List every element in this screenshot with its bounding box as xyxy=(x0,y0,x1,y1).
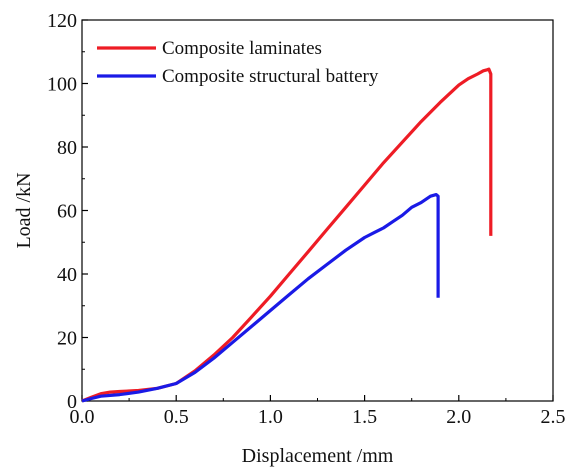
y-tick-label: 80 xyxy=(57,137,77,159)
y-tick-label: 60 xyxy=(57,201,77,223)
legend-label: Composite structural battery xyxy=(162,66,379,87)
series-line xyxy=(81,67,493,403)
legend: Composite laminates Composite structural … xyxy=(97,38,379,87)
y-tick-label: 120 xyxy=(47,10,77,32)
y-axis-ticks: 0 20 40 60 80 100 120 xyxy=(47,10,88,413)
x-tick-label: 1.5 xyxy=(352,406,377,428)
x-axis-ticks: 0.0 0.5 1.0 1.5 2.0 2.5 xyxy=(70,395,566,428)
series-layer xyxy=(81,67,493,403)
y-tick-label: 20 xyxy=(57,328,77,350)
y-axis-label: Load /kN xyxy=(13,172,35,248)
series-line xyxy=(81,193,440,403)
x-tick-label: 2.0 xyxy=(446,406,471,428)
y-tick-label: 0 xyxy=(67,391,77,413)
x-axis-label: Displacement /mm xyxy=(242,445,394,467)
x-tick-label: 1.0 xyxy=(258,406,283,428)
y-tick-label: 100 xyxy=(47,74,77,96)
y-tick-label: 40 xyxy=(57,264,77,286)
x-tick-label: 0.5 xyxy=(164,406,189,428)
x-tick-label: 2.5 xyxy=(541,406,566,428)
x-tick-label: 0.0 xyxy=(70,406,95,428)
legend-label: Composite laminates xyxy=(162,38,322,59)
